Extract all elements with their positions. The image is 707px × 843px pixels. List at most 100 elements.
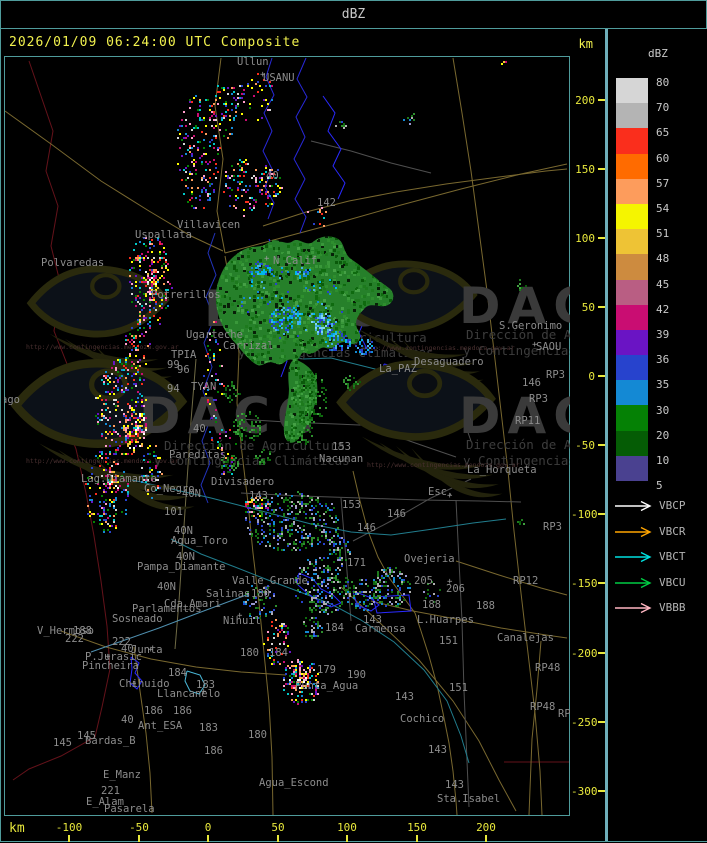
map-place-label: 188	[422, 599, 441, 611]
dbz-boundary-label: 10	[656, 454, 669, 467]
dbz-boundary-label: 48	[656, 252, 669, 265]
y-axis-tick-label: -150	[571, 577, 595, 590]
y-axis-tick	[598, 790, 605, 792]
dbz-swatch	[616, 204, 648, 229]
map-place-label: 180	[240, 647, 259, 659]
map-place-label: 179	[317, 664, 336, 676]
map-feature-line	[323, 96, 345, 199]
dbz-boundary-label: 60	[656, 152, 669, 165]
map-feature-line	[456, 500, 469, 807]
y-axis-tick-label: -300	[571, 785, 595, 798]
map-place-label: Ovejeria	[404, 553, 455, 565]
map-place-label: 143	[445, 779, 464, 791]
map-place-label: Bardas_B	[85, 735, 136, 747]
dbz-swatch	[616, 280, 648, 305]
map-place-label: Ullun	[237, 56, 269, 68]
dbz-boundary-label: 65	[656, 126, 669, 139]
y-axis-tick-label: -200	[571, 647, 595, 660]
map-place-label: 142	[317, 197, 336, 209]
x-axis-tick	[277, 835, 279, 842]
station-plus-marker: +	[447, 577, 453, 587]
y-axis-tick-label: 150	[571, 163, 595, 176]
map-place-label: RP3	[543, 521, 562, 533]
station-plus-marker: +	[131, 679, 137, 689]
map-place-label: Llancanelo	[157, 688, 220, 700]
x-axis-tick	[485, 835, 487, 842]
map-place-label: Pampa_Diamante	[137, 561, 226, 573]
map-place-label: 180	[248, 729, 267, 741]
map-place-label: RP3	[546, 369, 565, 381]
map-place-label: RP48	[535, 662, 560, 674]
map-place-label: Potrerillos	[151, 289, 221, 301]
station-plus-marker: +	[260, 70, 266, 80]
y-axis-tick-label: 100	[571, 232, 595, 245]
map-place-label: 153	[332, 441, 351, 453]
x-axis-unit-label: km	[9, 821, 25, 836]
site-label: VBCR	[659, 525, 686, 538]
site-label: VBCT	[659, 550, 686, 563]
map-place-label: 143	[249, 490, 268, 502]
map-place-label: Desaguadero	[414, 356, 484, 368]
map-place-label: Carmensa	[355, 623, 406, 635]
map-place-label: Ant_ESA	[138, 720, 183, 732]
map-place-label: 143	[428, 744, 447, 756]
map-feature-line	[456, 561, 567, 595]
x-axis-tick-label: 200	[476, 821, 496, 834]
map-feature-line	[311, 141, 431, 173]
map-place-label: Agua_Escond	[259, 777, 329, 789]
dbz-boundary-label: 35	[656, 378, 669, 391]
map-place-label: RP11	[515, 415, 540, 427]
map-place-label: 151	[439, 635, 458, 647]
dbz-swatch	[616, 179, 648, 204]
map-place-label: La_PAZ	[379, 363, 417, 375]
x-axis-tick	[416, 835, 418, 842]
x-axis-tick-label: 0	[205, 821, 212, 834]
watermark-url: http://www.contingencias.mendoza.gov.ar	[362, 344, 515, 352]
timestamp-label: 2026/01/09 06:24:00 UTC Composite	[9, 35, 300, 50]
dbz-swatch	[616, 254, 648, 279]
map-place-label: TYAN	[191, 381, 216, 393]
map-place-label: Pincheira	[82, 660, 139, 672]
dbz-boundary-label: 45	[656, 278, 669, 291]
legend-title: dBZ	[648, 47, 668, 60]
x-axis-tick	[207, 835, 209, 842]
map-place-label: RP48	[530, 701, 555, 713]
station-plus-marker: +	[148, 645, 154, 655]
map-place-label: Sosneado	[112, 613, 163, 625]
station-plus-marker: +	[105, 652, 111, 662]
map-place-label: Pareditas	[169, 449, 226, 461]
dbz-color-scale	[616, 78, 648, 481]
dbz-boundary-label: 30	[656, 404, 669, 417]
map-place-label: USANU	[263, 72, 295, 84]
map-place-label: Valle_Grande	[232, 575, 308, 587]
map-place-label: SAOU	[536, 341, 561, 353]
y-axis-tick	[598, 375, 605, 377]
dbz-boundary-label: 51	[656, 227, 669, 240]
site-label: VBCU	[659, 576, 686, 589]
station-plus-marker: +	[447, 491, 453, 501]
map-place-label: 184	[168, 667, 187, 679]
map-place-label: Sta.Isabel	[437, 793, 500, 805]
dbz-boundary-label: 80	[656, 76, 669, 89]
site-arrow-icon	[613, 551, 653, 563]
map-place-label: 145	[53, 737, 72, 749]
dbz-boundary-label: 20	[656, 429, 669, 442]
map-place-label: TPIA	[171, 349, 197, 361]
map-place-label: 183	[199, 722, 218, 734]
site-arrow-icon	[613, 526, 653, 538]
dbz-boundary-label: 54	[656, 202, 669, 215]
map-place-label: 40	[193, 423, 206, 435]
map-place-label: RP	[558, 708, 570, 720]
map-place-label: 40N	[182, 488, 201, 500]
map-place-label: Carrizal	[223, 340, 274, 352]
x-axis-tick-label: 50	[271, 821, 284, 834]
map-place-label: 96	[177, 364, 190, 376]
map-feature-line	[294, 58, 307, 233]
site-arrow-icon	[613, 500, 653, 512]
map-place-label: Canalejas	[497, 632, 554, 644]
map-place-label: ago	[4, 394, 20, 406]
map-place-label: 146	[522, 377, 541, 389]
